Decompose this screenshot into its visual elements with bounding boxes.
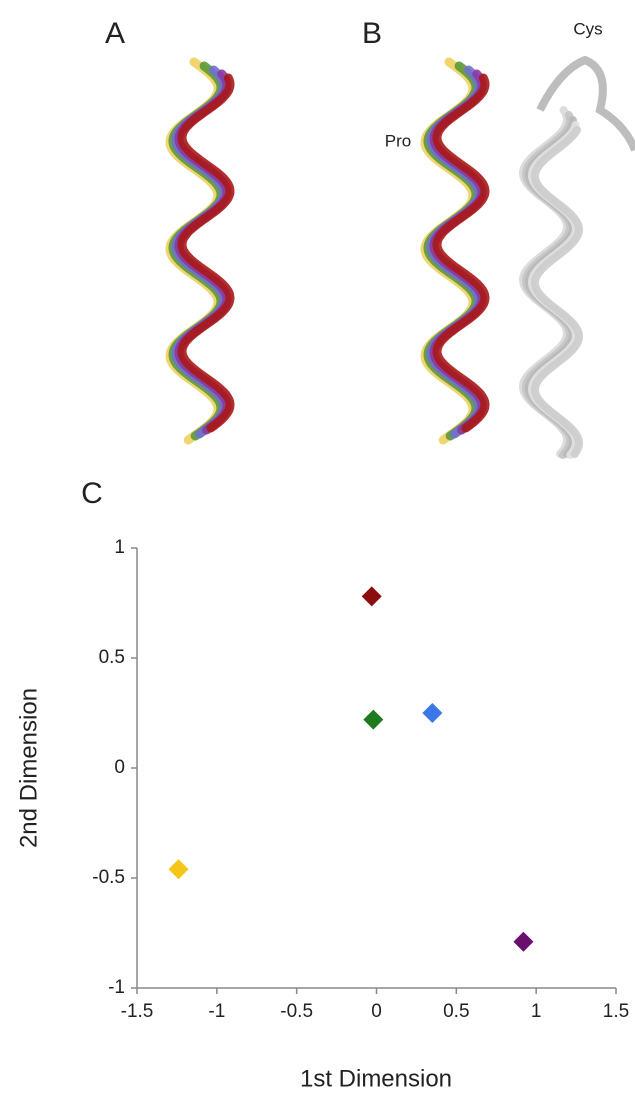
annotation: Pro: [385, 131, 411, 150]
point: [169, 859, 189, 879]
x-tick-label: -1: [208, 1001, 225, 1022]
annotation: Cys: [573, 19, 602, 38]
helix-illustrations: [170, 60, 635, 455]
y-tick-label: -1: [108, 977, 125, 998]
panel-label: B: [362, 17, 382, 50]
x-tick-label: 1.5: [603, 1001, 629, 1022]
point: [363, 710, 383, 730]
y-tick-label: 1: [114, 537, 125, 558]
y-tick-label: 0.5: [99, 647, 125, 668]
y-tick-label: -0.5: [92, 867, 125, 888]
x-tick-label: -1.5: [121, 1001, 154, 1022]
x-axis-title: 1st Dimension: [300, 1065, 452, 1092]
x-tick-label: 1: [531, 1001, 542, 1022]
point: [422, 703, 442, 723]
y-tick-label: 0: [114, 757, 125, 778]
point: [513, 932, 533, 952]
helix: [535, 130, 579, 454]
point: [362, 586, 382, 606]
x-tick-label: 0.5: [443, 1001, 469, 1022]
x-tick-label: 0: [371, 1001, 382, 1022]
panel-label: C: [81, 477, 103, 510]
figure: A B C Cys Pro 1st Dimension 2nd Dimensio…: [0, 0, 635, 1098]
x-tick-label: -0.5: [280, 1001, 313, 1022]
panel-label: A: [105, 17, 125, 50]
y-axis-title: 2nd Dimension: [15, 688, 42, 848]
